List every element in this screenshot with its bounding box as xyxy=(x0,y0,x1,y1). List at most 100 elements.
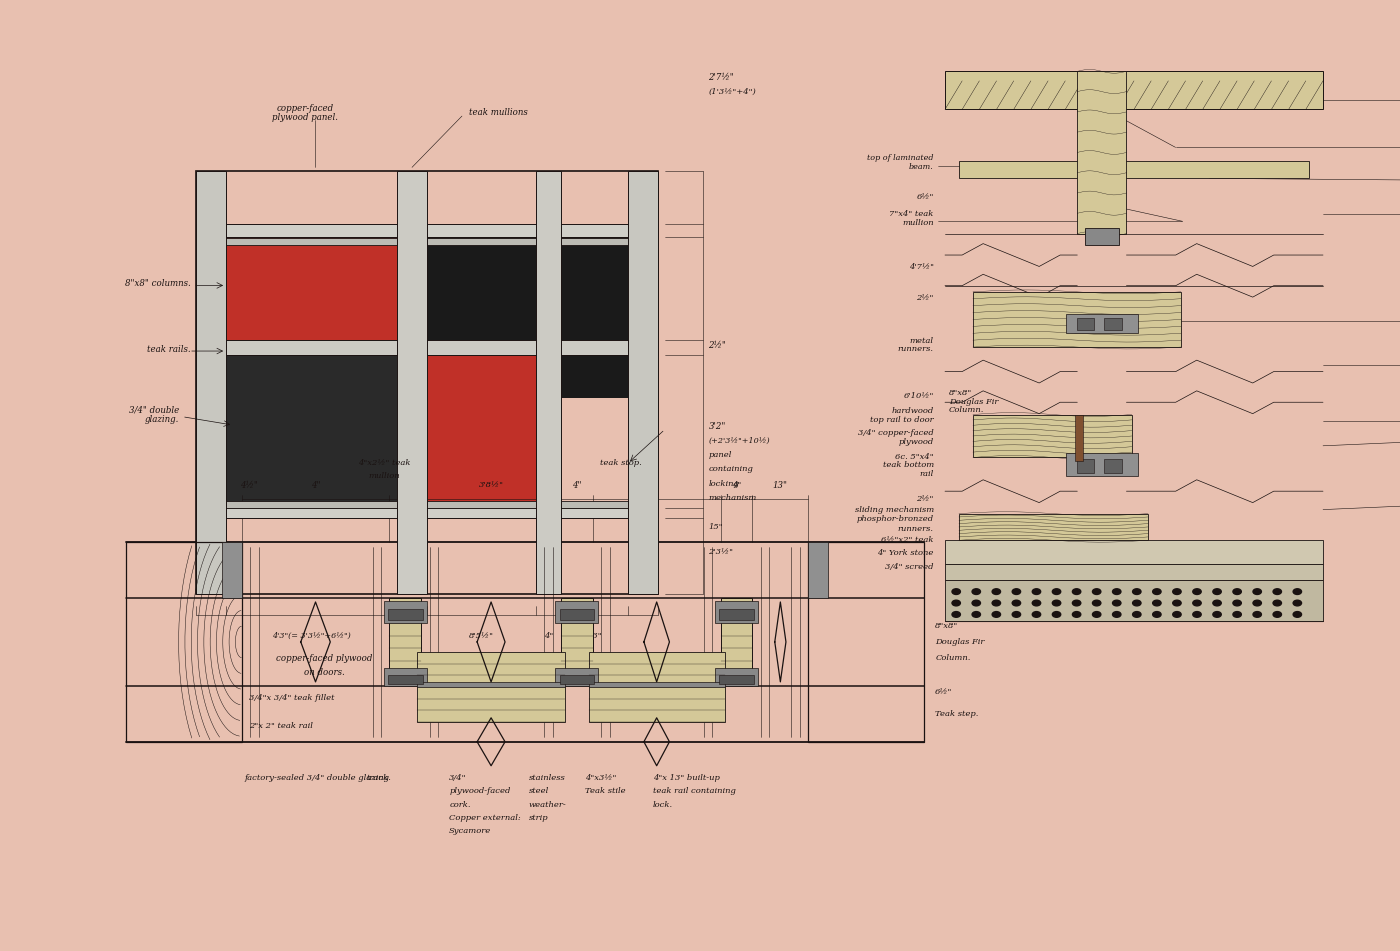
Text: plywood-faced: plywood-faced xyxy=(449,787,511,795)
Text: 2'7½": 2'7½" xyxy=(708,72,734,82)
Bar xyxy=(223,542,242,598)
Bar xyxy=(945,540,1323,564)
Text: on doors.: on doors. xyxy=(304,668,344,677)
Bar xyxy=(560,675,594,684)
Text: plywood panel.: plywood panel. xyxy=(272,113,339,123)
Circle shape xyxy=(1092,589,1100,594)
Text: 4"x 13" built-up: 4"x 13" built-up xyxy=(652,774,720,782)
Text: beam.: beam. xyxy=(909,163,934,171)
Circle shape xyxy=(1273,589,1281,594)
Circle shape xyxy=(1152,600,1161,606)
Circle shape xyxy=(1113,611,1121,617)
Text: 2'3½": 2'3½" xyxy=(708,548,734,555)
Text: 15": 15" xyxy=(708,523,722,532)
Text: 13": 13" xyxy=(587,632,602,640)
Circle shape xyxy=(1092,611,1100,617)
Text: teak bottom: teak bottom xyxy=(882,461,934,470)
Text: 7"x4" teak: 7"x4" teak xyxy=(889,210,934,218)
Circle shape xyxy=(1133,600,1141,606)
Circle shape xyxy=(1053,611,1061,617)
Text: locking: locking xyxy=(708,479,739,488)
Text: 3'8½": 3'8½" xyxy=(479,481,504,489)
Text: Douglas Fir: Douglas Fir xyxy=(935,638,984,646)
Circle shape xyxy=(1173,589,1182,594)
Bar xyxy=(225,356,398,508)
Text: 3'2": 3'2" xyxy=(708,422,725,431)
Bar xyxy=(196,501,658,508)
Circle shape xyxy=(952,611,960,617)
Bar xyxy=(417,682,566,687)
Text: teak rail containing: teak rail containing xyxy=(652,787,735,795)
Circle shape xyxy=(1233,589,1242,594)
Bar xyxy=(808,542,924,742)
Bar xyxy=(225,237,398,340)
Bar xyxy=(388,675,423,684)
Text: 8"x8": 8"x8" xyxy=(935,622,959,630)
Bar xyxy=(417,652,566,722)
Bar xyxy=(536,171,561,594)
Circle shape xyxy=(952,600,960,606)
Text: sliding mechanism: sliding mechanism xyxy=(854,506,934,514)
Text: Copper external:: Copper external: xyxy=(449,814,521,822)
Text: top rail to door: top rail to door xyxy=(871,416,934,424)
Circle shape xyxy=(1072,600,1081,606)
Text: 4": 4" xyxy=(311,480,321,490)
Bar xyxy=(398,171,427,594)
Circle shape xyxy=(993,589,1001,594)
Text: weather-: weather- xyxy=(529,801,567,808)
Text: 2½": 2½" xyxy=(917,495,934,502)
Text: 3/4" double: 3/4" double xyxy=(129,406,179,415)
Text: track.: track. xyxy=(367,774,392,782)
Bar xyxy=(561,598,592,686)
Text: teak mullions: teak mullions xyxy=(469,107,528,117)
Bar xyxy=(720,675,753,684)
Text: Teak stile: Teak stile xyxy=(585,787,626,795)
Text: phosphor-bronzed: phosphor-bronzed xyxy=(857,515,934,523)
Circle shape xyxy=(1212,600,1221,606)
Text: factory-sealed 3/4" double glazing: factory-sealed 3/4" double glazing xyxy=(245,774,389,782)
Text: 4"x2½" teak: 4"x2½" teak xyxy=(358,459,410,467)
Bar xyxy=(720,609,753,620)
Circle shape xyxy=(1193,611,1201,617)
Text: teak stop.: teak stop. xyxy=(599,459,641,467)
Text: 13": 13" xyxy=(773,480,788,490)
Bar xyxy=(427,237,536,340)
Circle shape xyxy=(1053,600,1061,606)
Text: 4": 4" xyxy=(543,632,553,640)
Text: 4": 4" xyxy=(732,481,741,489)
Text: 8"x8" columns.: 8"x8" columns. xyxy=(125,279,190,288)
Bar xyxy=(196,171,225,594)
Text: copper-faced: copper-faced xyxy=(277,104,333,113)
Bar xyxy=(384,601,427,623)
Text: 6c. 5"x4": 6c. 5"x4" xyxy=(895,453,934,461)
Circle shape xyxy=(1072,611,1081,617)
Bar xyxy=(715,601,757,623)
Circle shape xyxy=(972,611,980,617)
Circle shape xyxy=(1212,611,1221,617)
Text: 8"x8": 8"x8" xyxy=(949,389,972,398)
Circle shape xyxy=(1273,600,1281,606)
Circle shape xyxy=(1294,611,1302,617)
Circle shape xyxy=(1032,589,1040,594)
Circle shape xyxy=(972,600,980,606)
Circle shape xyxy=(1053,589,1061,594)
Circle shape xyxy=(1133,611,1141,617)
Circle shape xyxy=(1133,589,1141,594)
Text: 2½": 2½" xyxy=(708,341,727,351)
Circle shape xyxy=(1113,600,1121,606)
Circle shape xyxy=(1012,589,1021,594)
Text: 4": 4" xyxy=(573,480,581,490)
Text: 3/4" screed: 3/4" screed xyxy=(885,563,934,571)
Bar xyxy=(588,652,725,722)
Circle shape xyxy=(1193,600,1201,606)
Bar xyxy=(561,237,629,340)
Bar xyxy=(808,542,827,598)
Text: 4'3"(= 3'3½"+6½"): 4'3"(= 3'3½"+6½") xyxy=(272,632,351,640)
Text: 4½": 4½" xyxy=(239,480,258,490)
Text: containing: containing xyxy=(708,465,753,474)
Text: mullion: mullion xyxy=(902,219,934,226)
Circle shape xyxy=(952,589,960,594)
Text: lock.: lock. xyxy=(652,801,673,808)
Text: 8'5½": 8'5½" xyxy=(469,632,494,640)
Bar xyxy=(1105,319,1121,331)
